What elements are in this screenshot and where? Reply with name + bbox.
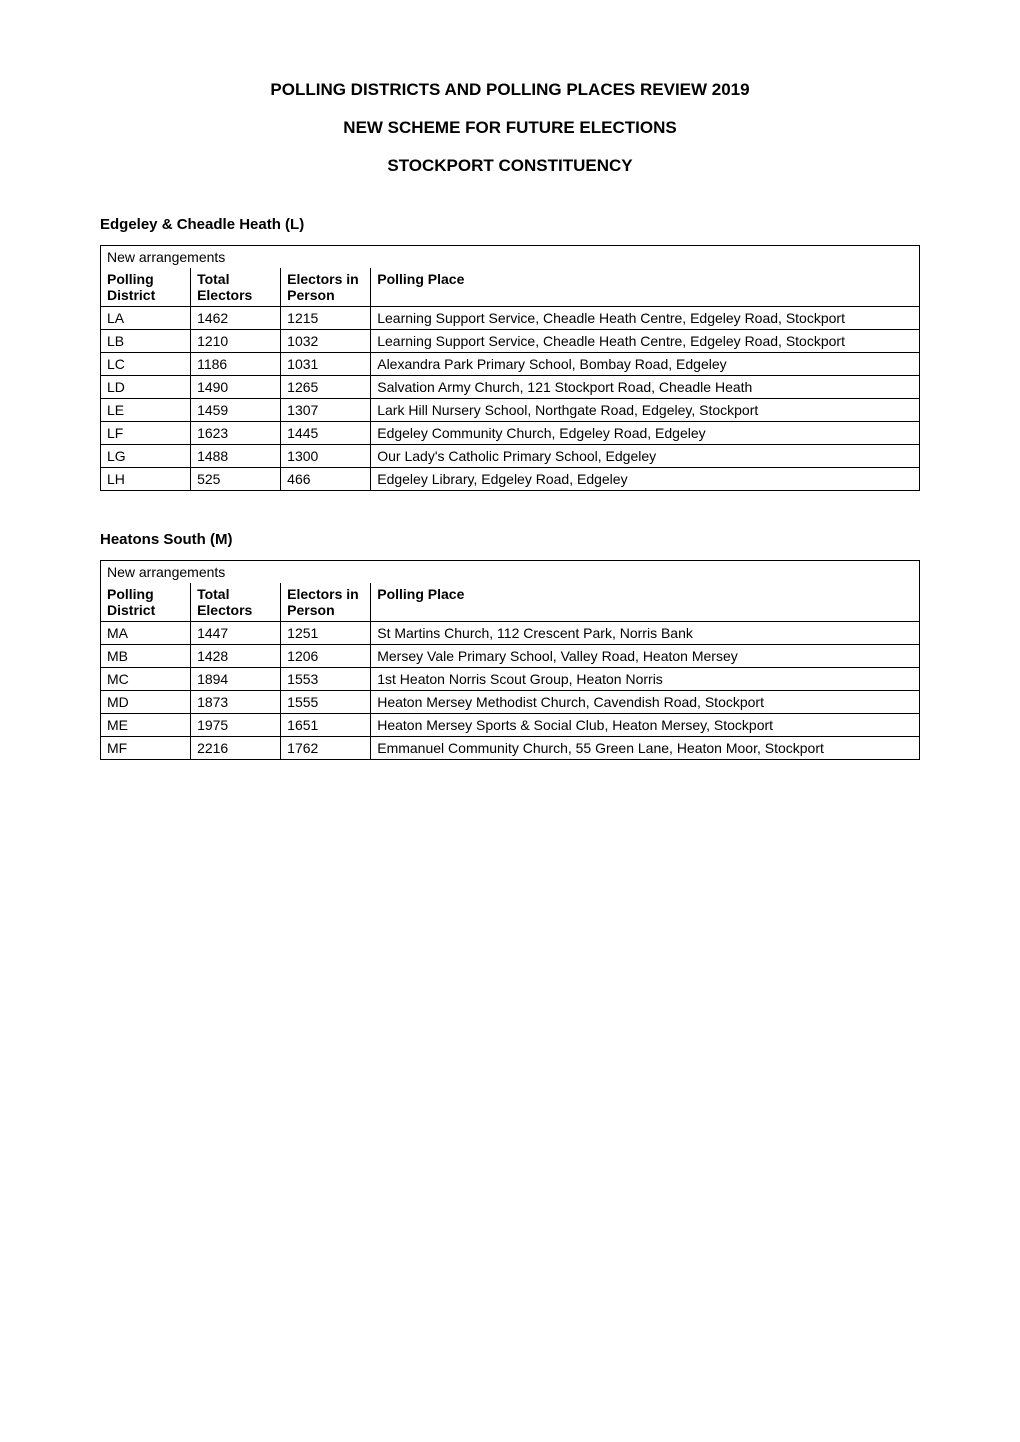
cell-polling-place: Salvation Army Church, 121 Stockport Roa… [371, 376, 920, 399]
cell-electors-in-person: 1762 [281, 737, 371, 760]
ward-title: Heatons South (M) [100, 531, 920, 548]
cell-total-electors: 2216 [191, 737, 281, 760]
cell-polling-district: MF [101, 737, 191, 760]
col-header-total-electors: Total Electors [191, 268, 281, 307]
page-title-line2: NEW SCHEME FOR FUTURE ELECTIONS [100, 118, 920, 138]
cell-polling-district: LG [101, 445, 191, 468]
cell-polling-district: LF [101, 422, 191, 445]
cell-polling-place: Mersey Vale Primary School, Valley Road,… [371, 645, 920, 668]
cell-electors-in-person: 1300 [281, 445, 371, 468]
col-header-polling-place: Polling Place [371, 268, 920, 307]
cell-electors-in-person: 1445 [281, 422, 371, 445]
table-caption: New arrangements [101, 246, 920, 269]
table-row: LA14621215Learning Support Service, Chea… [101, 307, 920, 330]
cell-electors-in-person: 1265 [281, 376, 371, 399]
col-header-electors-in-person: Electors in Person [281, 583, 371, 622]
cell-total-electors: 1894 [191, 668, 281, 691]
cell-electors-in-person: 1553 [281, 668, 371, 691]
cell-total-electors: 1873 [191, 691, 281, 714]
cell-polling-district: MB [101, 645, 191, 668]
cell-electors-in-person: 1032 [281, 330, 371, 353]
table-row: LG14881300Our Lady's Catholic Primary Sc… [101, 445, 920, 468]
cell-polling-place: Heaton Mersey Sports & Social Club, Heat… [371, 714, 920, 737]
cell-polling-place: Edgeley Library, Edgeley Road, Edgeley [371, 468, 920, 491]
cell-electors-in-person: 1651 [281, 714, 371, 737]
page-title-line3: STOCKPORT CONSTITUENCY [100, 156, 920, 176]
cell-total-electors: 1210 [191, 330, 281, 353]
cell-polling-place: Learning Support Service, Cheadle Heath … [371, 330, 920, 353]
cell-polling-place: Learning Support Service, Cheadle Heath … [371, 307, 920, 330]
cell-total-electors: 1975 [191, 714, 281, 737]
cell-polling-place: 1st Heaton Norris Scout Group, Heaton No… [371, 668, 920, 691]
cell-electors-in-person: 1251 [281, 622, 371, 645]
table-caption: New arrangements [101, 561, 920, 584]
cell-polling-place: St Martins Church, 112 Crescent Park, No… [371, 622, 920, 645]
table-row: ME19751651Heaton Mersey Sports & Social … [101, 714, 920, 737]
col-header-total-electors: Total Electors [191, 583, 281, 622]
cell-electors-in-person: 466 [281, 468, 371, 491]
cell-total-electors: 1623 [191, 422, 281, 445]
table-row: LH525466Edgeley Library, Edgeley Road, E… [101, 468, 920, 491]
cell-polling-district: LC [101, 353, 191, 376]
cell-polling-district: MA [101, 622, 191, 645]
wards-container: Edgeley & Cheadle Heath (L) New arrangeme… [100, 216, 920, 760]
cell-total-electors: 1186 [191, 353, 281, 376]
page-title-line1: POLLING DISTRICTS AND POLLING PLACES REV… [100, 80, 920, 100]
cell-electors-in-person: 1307 [281, 399, 371, 422]
col-header-electors-in-person: Electors in Person [281, 268, 371, 307]
cell-total-electors: 1459 [191, 399, 281, 422]
cell-polling-district: MD [101, 691, 191, 714]
cell-total-electors: 1428 [191, 645, 281, 668]
table-row: LE14591307Lark Hill Nursery School, Nort… [101, 399, 920, 422]
cell-polling-place: Emmanuel Community Church, 55 Green Lane… [371, 737, 920, 760]
cell-polling-place: Edgeley Community Church, Edgeley Road, … [371, 422, 920, 445]
cell-polling-district: LE [101, 399, 191, 422]
cell-polling-district: LB [101, 330, 191, 353]
cell-polling-place: Alexandra Park Primary School, Bombay Ro… [371, 353, 920, 376]
table-row: MA14471251St Martins Church, 112 Crescen… [101, 622, 920, 645]
table-row: MF22161762Emmanuel Community Church, 55 … [101, 737, 920, 760]
cell-total-electors: 1490 [191, 376, 281, 399]
cell-total-electors: 1447 [191, 622, 281, 645]
cell-electors-in-person: 1031 [281, 353, 371, 376]
col-header-polling-district: Polling District [101, 583, 191, 622]
table-row: MB14281206Mersey Vale Primary School, Va… [101, 645, 920, 668]
table-row: MD18731555Heaton Mersey Methodist Church… [101, 691, 920, 714]
cell-total-electors: 1488 [191, 445, 281, 468]
table-row: LC11861031Alexandra Park Primary School,… [101, 353, 920, 376]
cell-polling-place: Lark Hill Nursery School, Northgate Road… [371, 399, 920, 422]
cell-polling-district: LH [101, 468, 191, 491]
cell-total-electors: 525 [191, 468, 281, 491]
cell-polling-district: LD [101, 376, 191, 399]
cell-polling-place: Our Lady's Catholic Primary School, Edge… [371, 445, 920, 468]
col-header-polling-district: Polling District [101, 268, 191, 307]
table-row: LD14901265Salvation Army Church, 121 Sto… [101, 376, 920, 399]
table-row: LB12101032Learning Support Service, Chea… [101, 330, 920, 353]
cell-polling-district: LA [101, 307, 191, 330]
cell-polling-place: Heaton Mersey Methodist Church, Cavendis… [371, 691, 920, 714]
cell-electors-in-person: 1206 [281, 645, 371, 668]
cell-electors-in-person: 1555 [281, 691, 371, 714]
cell-total-electors: 1462 [191, 307, 281, 330]
ward-title: Edgeley & Cheadle Heath (L) [100, 216, 920, 233]
cell-polling-district: MC [101, 668, 191, 691]
table-row: LF16231445Edgeley Community Church, Edge… [101, 422, 920, 445]
polling-table: New arrangementsPolling DistrictTotal El… [100, 245, 920, 491]
col-header-polling-place: Polling Place [371, 583, 920, 622]
table-row: MC189415531st Heaton Norris Scout Group,… [101, 668, 920, 691]
cell-electors-in-person: 1215 [281, 307, 371, 330]
polling-table: New arrangementsPolling DistrictTotal El… [100, 560, 920, 760]
cell-polling-district: ME [101, 714, 191, 737]
